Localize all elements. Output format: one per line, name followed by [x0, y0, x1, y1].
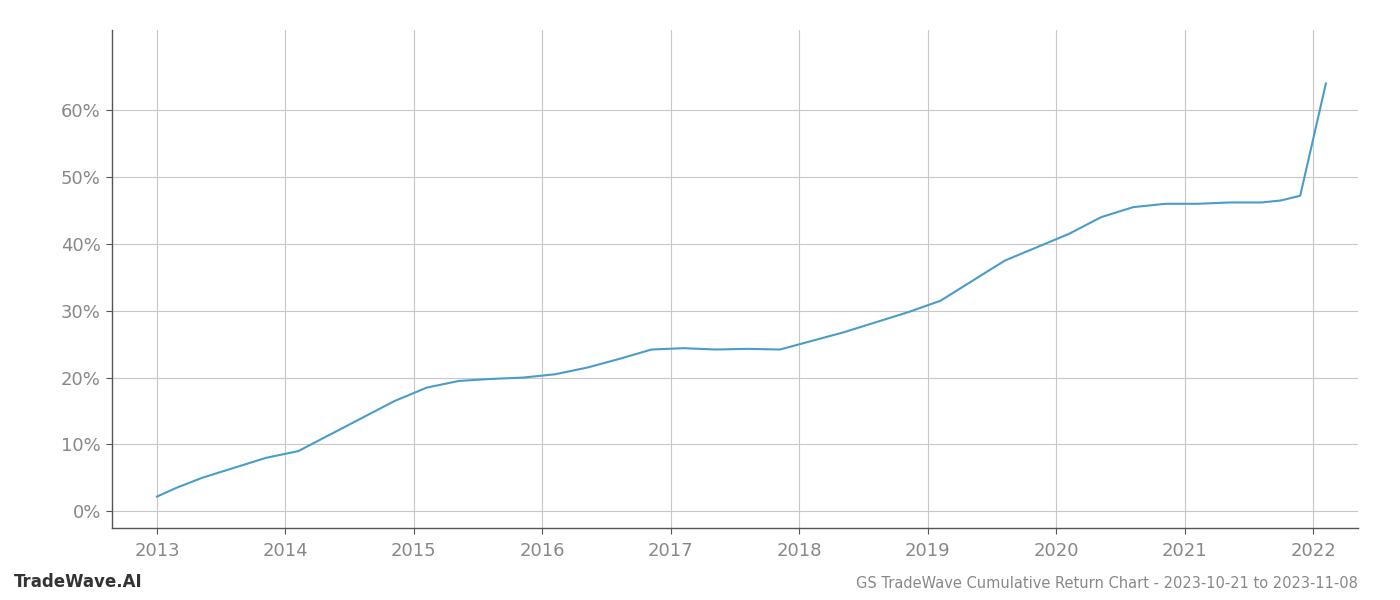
- Text: GS TradeWave Cumulative Return Chart - 2023-10-21 to 2023-11-08: GS TradeWave Cumulative Return Chart - 2…: [857, 576, 1358, 591]
- Text: TradeWave.AI: TradeWave.AI: [14, 573, 143, 591]
